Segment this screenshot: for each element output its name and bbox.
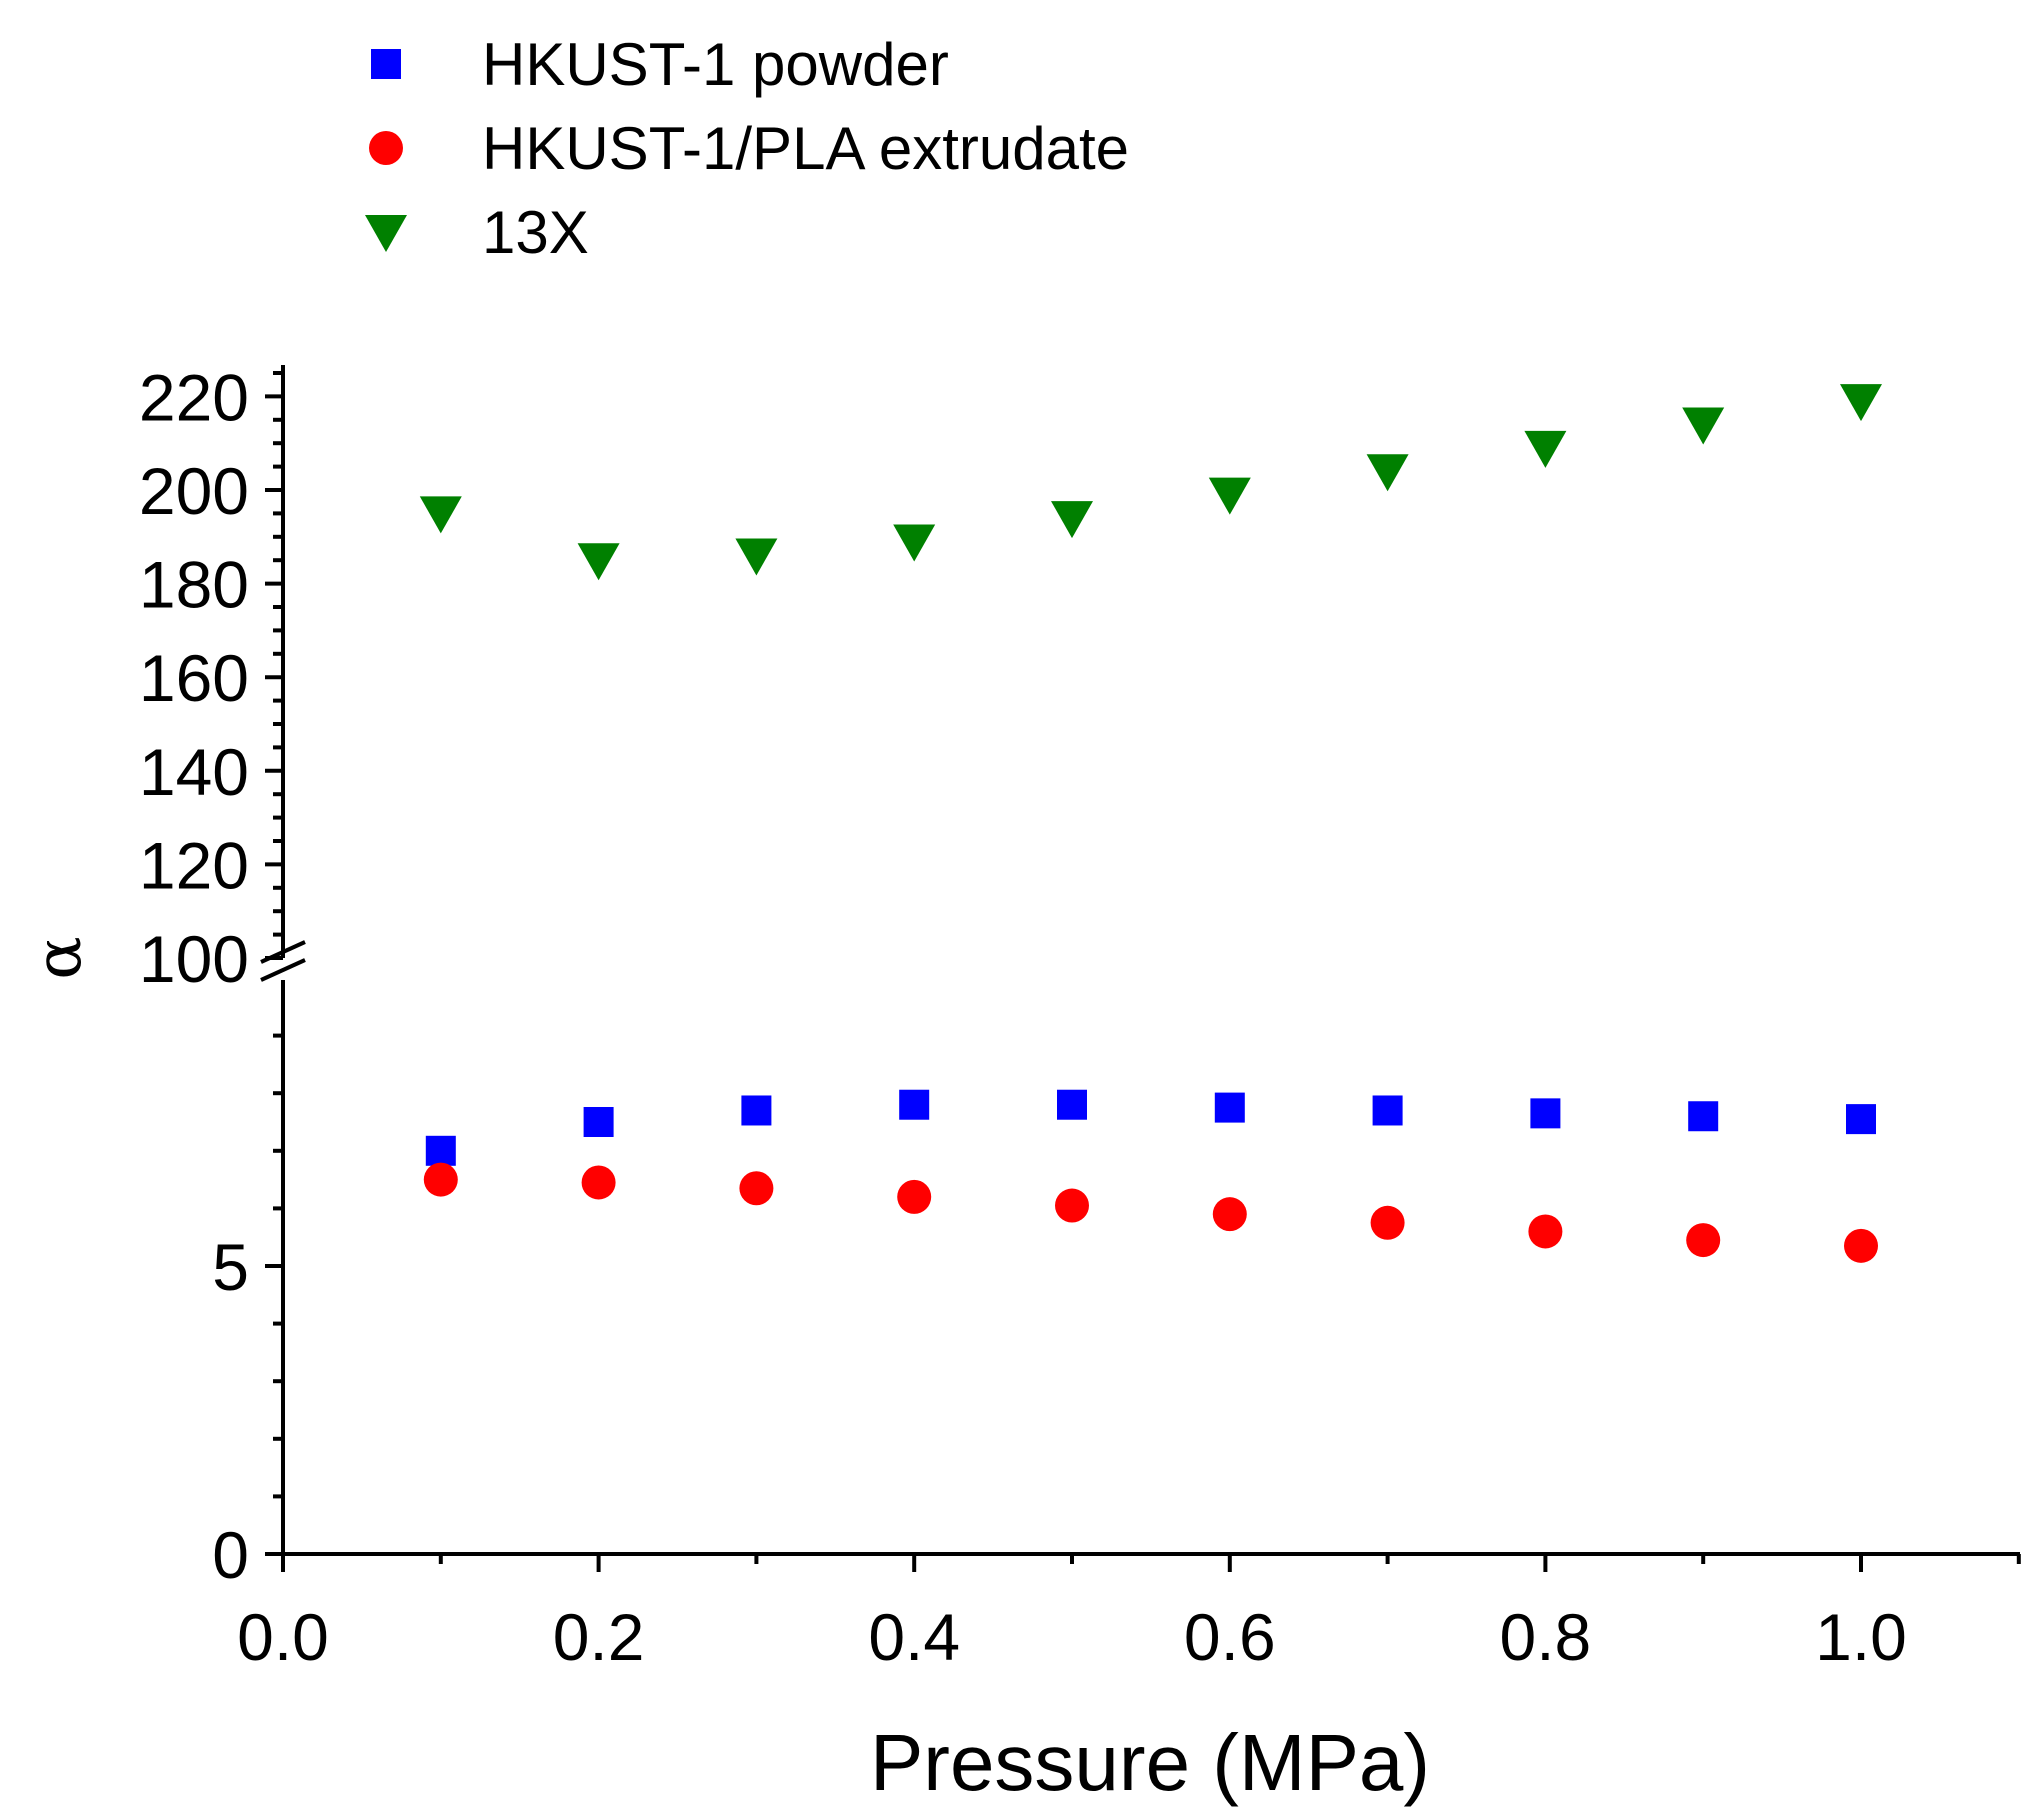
data-point-13x [735,538,778,576]
data-point-13x [1366,454,1409,492]
data-point-hkust-1-powder [1372,1095,1403,1126]
data-point-hkust-1-powder [1530,1098,1561,1129]
y-tick-label: 160 [139,641,249,715]
x-tick-label: 0.2 [553,1600,645,1674]
data-point-13x [1051,501,1093,539]
x-tick-label: 1.0 [1815,1600,1907,1674]
data-point-hkust-1-pla-extrudate [1528,1214,1563,1249]
y-tick-label: 200 [139,454,249,528]
y-tick-label: 5 [212,1230,249,1304]
data-point-hkust-1-pla-extrudate [1844,1228,1878,1263]
legend-marker-13x [365,215,407,252]
x-tick-label: 0.4 [868,1600,960,1674]
data-point-hkust-1-powder [1057,1089,1087,1120]
y-tick-label: 140 [139,735,249,809]
x-tick-label: 0.6 [1184,1600,1276,1674]
legend-label-13x: 13X [482,199,589,266]
data-point-hkust-1-pla-extrudate [739,1171,774,1206]
data-point-hkust-1-pla-extrudate [581,1165,616,1200]
legend-marker-hkust-1-pla-extrudate [369,131,403,165]
data-point-hkust-1-pla-extrudate [897,1179,932,1214]
axes: 0.0 0.2 0.4 0.6 0.8 1.0 0 5 100 120 140 160 180 200 22… [139,360,2021,1674]
data-point-hkust-1-powder [899,1089,930,1120]
data-point-13x [1682,407,1725,445]
data-marks [419,384,1882,1263]
y-tick-label: 180 [139,548,249,622]
data-point-hkust-1-pla-extrudate [1212,1197,1247,1232]
data-point-13x [1840,384,1882,422]
y-axis-title: α [22,936,96,979]
legend-label-hkust-1-powder: HKUST-1 powder [482,31,949,98]
data-point-hkust-1-powder [1688,1101,1719,1132]
x-axis-title: Pressure (MPa) [870,1718,1430,1807]
x-tick-label: 0.8 [1500,1600,1592,1674]
data-point-hkust-1-pla-extrudate [423,1162,458,1197]
y-tick-label: 0 [212,1518,249,1592]
data-point-hkust-1-powder [1214,1092,1245,1123]
legend: HKUST-1 powder HKUST-1/PLA extrudate 13X [365,31,1129,266]
data-point-hkust-1-powder [1846,1104,1876,1135]
data-point-hkust-1-powder [583,1107,614,1137]
data-point-hkust-1-pla-extrudate [1686,1223,1721,1258]
data-point-13x [1208,477,1251,515]
data-point-13x [577,543,620,581]
data-point-hkust-1-powder [425,1135,456,1166]
data-point-hkust-1-pla-extrudate [1055,1188,1089,1223]
data-point-hkust-1-powder [741,1095,772,1126]
legend-label-hkust-1-pla-extrudate: HKUST-1/PLA extrudate [482,115,1129,182]
y-tick-label: 220 [139,360,249,434]
legend-marker-hkust-1-powder [371,49,401,79]
y-tick-label: 120 [139,828,249,902]
data-point-13x [1524,430,1567,468]
x-tick-label: 0.0 [237,1600,329,1674]
y-tick-label: 100 [139,922,249,996]
data-point-13x [893,524,936,562]
axis-break-mark [260,958,306,982]
data-point-hkust-1-pla-extrudate [1370,1205,1405,1240]
data-point-13x [419,496,462,534]
